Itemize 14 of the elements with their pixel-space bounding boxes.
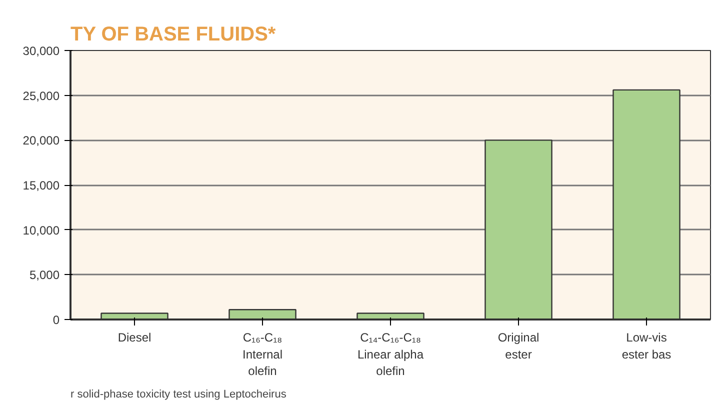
- x-tick-label: C₁₆-C₁₈ Internal olefin: [242, 330, 283, 378]
- y-tick-label: 10,000: [22, 223, 60, 238]
- y-tick-label: 15,000: [22, 178, 60, 192]
- y-tick-label: 5,000: [29, 268, 60, 282]
- y-tick-label: 25,000: [22, 88, 60, 103]
- y-tick-label: 20,000: [22, 134, 60, 148]
- chart-title: TY OF BASE FLUIDS*: [70, 24, 276, 46]
- x-tick-label: Original ester: [498, 330, 540, 362]
- y-tick-label: 30,000: [22, 44, 60, 58]
- y-tick-label: 0: [52, 313, 60, 327]
- x-tick-label: C₁₄-C₁₆-C₁₈ Linear alpha olefin: [357, 330, 424, 378]
- text: r solid-phase toxicity test using Leptocheirus: [70, 388, 287, 400]
- x-tick-label: Low-vis ester bas: [622, 330, 672, 362]
- x-tick-label: Diesel: [118, 330, 152, 344]
